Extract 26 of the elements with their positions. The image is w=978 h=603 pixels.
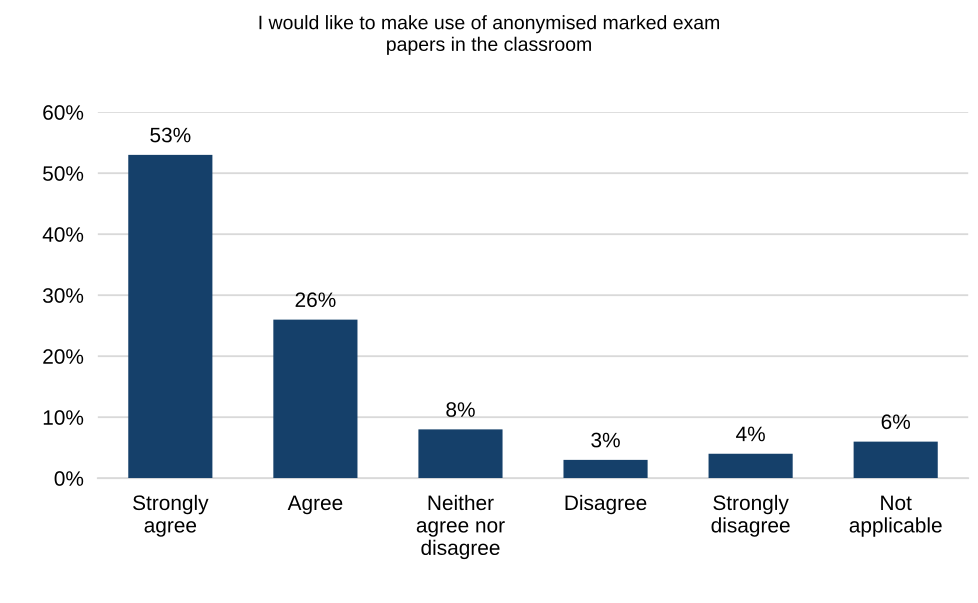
data-label: 53% [150,128,190,142]
bar [128,154,212,478]
x-tick-label: Neither agree nor disagree [416,494,505,560]
y-tick-label: 10% [44,410,84,425]
data-label: 6% [882,414,910,430]
x-tick-label: Disagree [566,494,646,514]
y-tick-label: 20% [43,349,84,364]
x-tick-label: Strongly agree [133,494,209,537]
data-label: 3% [591,432,620,448]
bar [418,429,503,478]
data-label: 8% [446,402,475,417]
y-tick-label: 30% [43,288,84,303]
data-label: 4% [736,426,765,442]
data-label: 26% [296,292,336,308]
bar [708,454,793,478]
chart-title: I would like to make use of anonymised marked exam papers in the classroom [260,15,720,55]
x-tick-label: Not applicable [850,496,942,537]
y-tick-label: 0% [54,471,84,486]
x-tick-label: Strongly disagree [712,494,790,537]
x-tick-label: Agree [288,496,342,514]
bar [563,460,648,478]
bar [273,320,358,478]
y-tick-label: 50% [43,166,84,181]
y-tick-label: 60% [43,105,84,120]
y-tick-label: 40% [42,227,84,242]
bar [854,442,938,478]
